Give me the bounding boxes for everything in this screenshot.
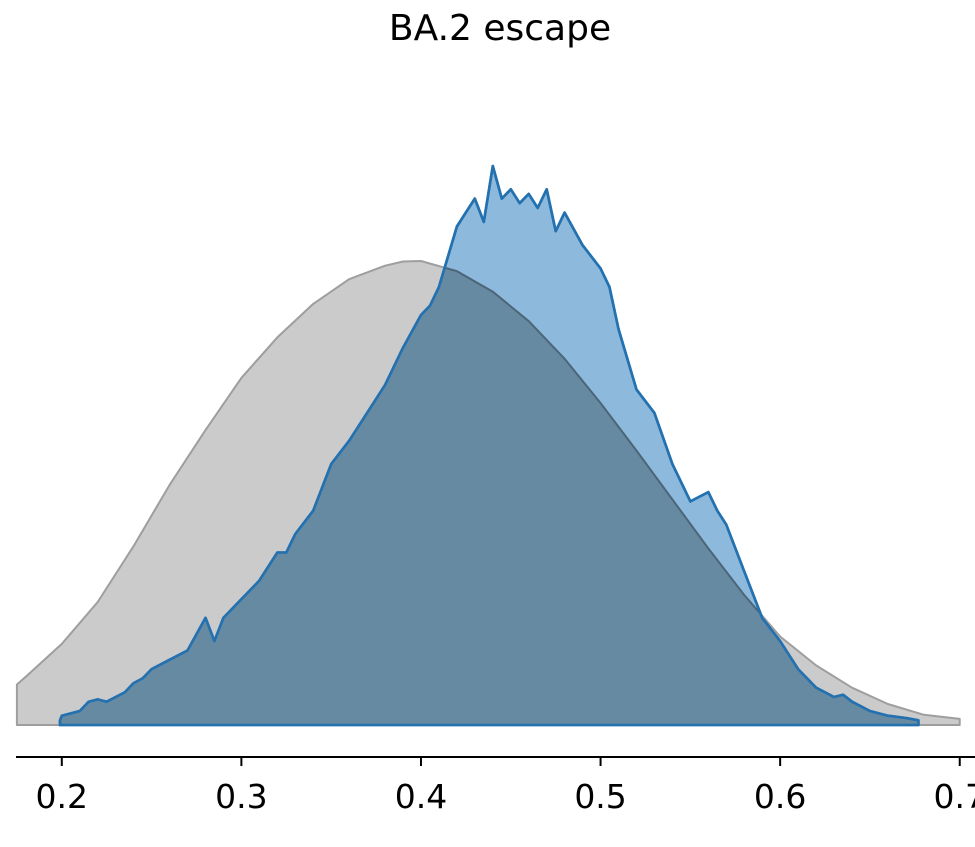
x-tick-label: 0.5 (574, 777, 626, 816)
x-tick-label: 0.7 (933, 777, 975, 816)
series-layer (15, 164, 961, 727)
x-tick-label: 0.6 (754, 777, 806, 816)
x-tick-label: 0.2 (36, 777, 88, 816)
x-tick-label: 0.4 (395, 777, 447, 816)
x-axis-ticks: 0.2 0.3 0.4 0.5 0.6 0.7 (36, 757, 975, 816)
chart-title: BA.2 escape (388, 8, 612, 49)
x-tick-label: 0.3 (215, 777, 267, 816)
series-1-edge (58, 164, 920, 727)
